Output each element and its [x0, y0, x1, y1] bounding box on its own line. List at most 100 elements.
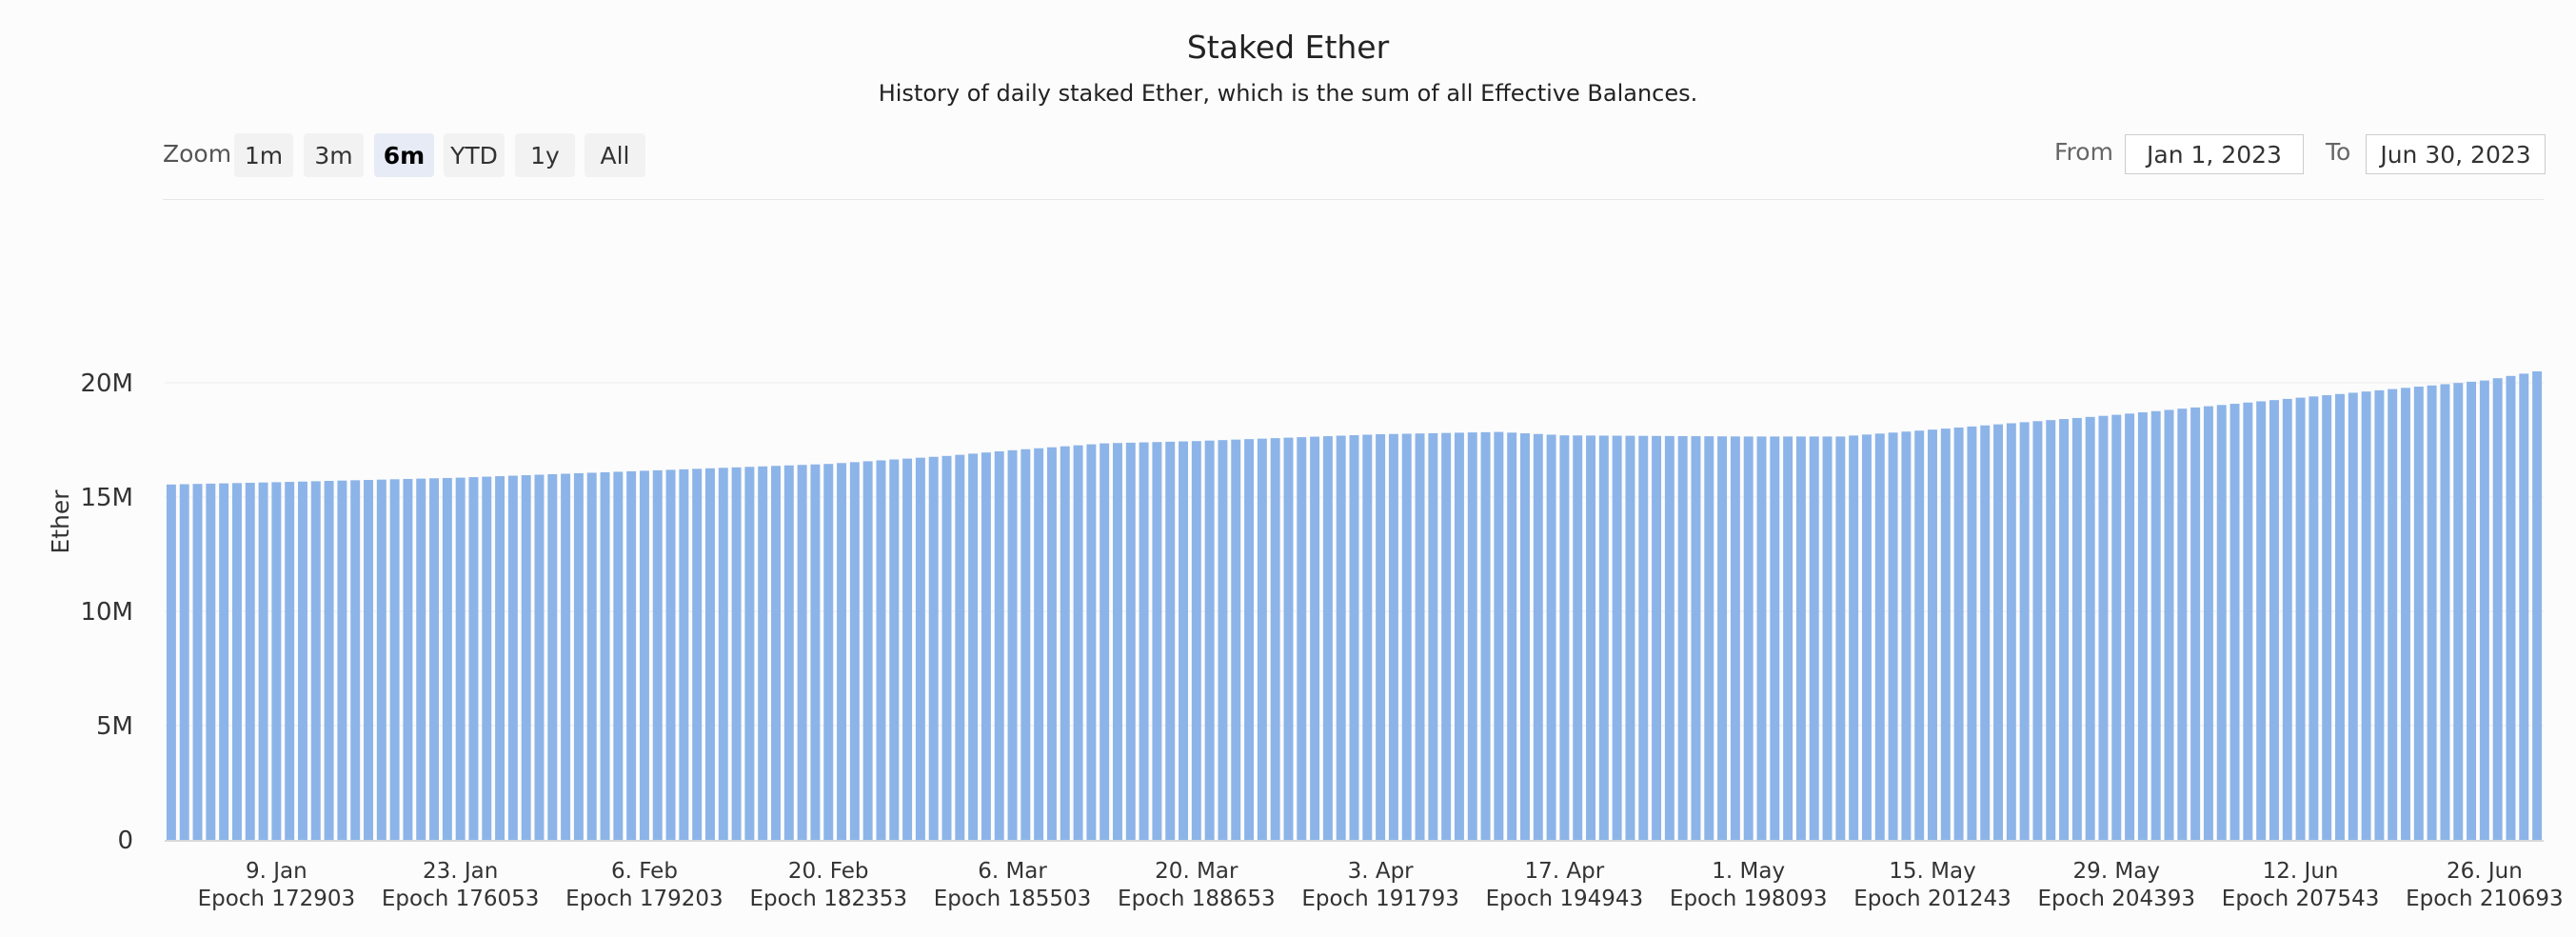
- bar: [1901, 431, 1912, 840]
- bar: [2150, 410, 2161, 840]
- bar: [1861, 434, 1872, 840]
- bar: [1125, 442, 1136, 840]
- bar: [613, 471, 624, 840]
- y-tick-label: 15M: [80, 484, 133, 512]
- bar: [1612, 435, 1622, 840]
- x-tick-epoch-label: Epoch 172903: [198, 887, 356, 911]
- x-tick-epoch-label: Epoch 191793: [1301, 887, 1459, 911]
- x-tick-epoch-label: Epoch 185503: [934, 887, 1092, 911]
- bar: [310, 481, 321, 840]
- zoom-1y-button[interactable]: 1y: [515, 133, 575, 177]
- to-date-input[interactable]: [2366, 134, 2546, 174]
- bar: [389, 479, 400, 840]
- bar: [1888, 432, 1898, 840]
- x-tick-epoch-label: Epoch 207543: [2222, 887, 2380, 911]
- bar: [1652, 435, 1662, 840]
- bar: [1376, 434, 1386, 840]
- zoom-1m-button[interactable]: 1m: [234, 133, 293, 177]
- bar: [2413, 387, 2424, 840]
- bar: [231, 483, 242, 840]
- zoom-3m-button[interactable]: 3m: [304, 133, 364, 177]
- bar: [2492, 378, 2503, 840]
- bar: [416, 478, 426, 840]
- x-tick-epoch-label: Epoch 194943: [1486, 887, 1644, 911]
- bar: [1428, 432, 1438, 840]
- bar: [1007, 449, 1018, 840]
- bar: [2164, 409, 2174, 840]
- bar: [758, 466, 768, 840]
- x-tick-label: 23. Jan: [423, 859, 498, 884]
- bar: [586, 472, 597, 840]
- bar: [1322, 436, 1333, 840]
- x-tick-label: 20. Mar: [1155, 859, 1238, 884]
- x-tick-label: 6. Mar: [978, 859, 1047, 884]
- bar: [915, 457, 925, 840]
- y-tick-label: 0: [117, 827, 133, 855]
- zoom-ytd-button[interactable]: YTD: [444, 133, 505, 177]
- bar: [2059, 419, 2070, 840]
- bar: [1546, 434, 1556, 840]
- axes: 0 5M 10M 15M 20M 9. Jan Epoch 172903 23. Jan Epo…: [80, 369, 2563, 911]
- bar: [994, 451, 1004, 840]
- bar: [1467, 432, 1477, 840]
- bar: [324, 481, 334, 840]
- to-label: To: [2326, 138, 2351, 166]
- bar: [1179, 441, 1188, 840]
- bar: [1940, 429, 1951, 840]
- bar: [1283, 437, 1294, 840]
- x-tick-epoch-label: Epoch 201243: [1853, 887, 2011, 911]
- bar: [403, 478, 413, 840]
- bar: [2098, 415, 2109, 840]
- bar: [1257, 438, 1267, 840]
- bar: [2032, 421, 2043, 840]
- bar: [1638, 435, 1649, 840]
- zoom-6m-button[interactable]: 6m: [374, 133, 434, 177]
- bar: [2282, 398, 2292, 840]
- bar: [1046, 447, 1057, 840]
- bar: [455, 477, 466, 840]
- bar: [2388, 389, 2398, 840]
- bar: [1520, 433, 1530, 840]
- bar: [495, 476, 505, 840]
- bar: [692, 468, 703, 840]
- bar: [626, 470, 637, 840]
- x-tick-epoch-label: Epoch 198093: [1670, 887, 1828, 911]
- bar: [561, 473, 571, 840]
- x-tick-label: 9. Jan: [246, 859, 307, 884]
- bar: [1139, 442, 1149, 840]
- bar: [2071, 417, 2082, 840]
- bar: [2125, 413, 2135, 840]
- bar: [376, 479, 386, 840]
- bar: [245, 483, 255, 840]
- bar: [1310, 436, 1320, 840]
- bar: [679, 468, 689, 840]
- bar: [665, 469, 676, 840]
- bar: [297, 481, 307, 840]
- x-tick-label: 15. May: [1889, 859, 1975, 884]
- bar: [1914, 430, 1925, 840]
- bar: [2506, 375, 2516, 840]
- bar: [1835, 436, 1846, 840]
- y-tick-label: 20M: [80, 369, 133, 398]
- y-tick-label: 10M: [80, 598, 133, 627]
- bar: [1204, 440, 1215, 840]
- bar: [521, 475, 531, 840]
- x-tick-label: 6. Feb: [611, 859, 678, 884]
- bar: [442, 477, 452, 840]
- bar: [206, 483, 216, 840]
- bar: [783, 465, 794, 840]
- bar: [1494, 431, 1504, 840]
- x-tick-epoch-label: Epoch 204393: [2038, 887, 2196, 911]
- bar: [810, 464, 821, 840]
- bar: [2519, 373, 2529, 840]
- y-tick-label: 5M: [96, 712, 133, 741]
- bar: [350, 480, 361, 840]
- bar: [718, 468, 728, 840]
- zoom-all-button[interactable]: All: [585, 133, 645, 177]
- bar: [1244, 439, 1255, 840]
- bar: [1100, 443, 1110, 840]
- bar: [1849, 435, 1859, 840]
- from-date-input[interactable]: [2125, 134, 2304, 174]
- bar: [705, 468, 715, 840]
- bar: [876, 460, 886, 840]
